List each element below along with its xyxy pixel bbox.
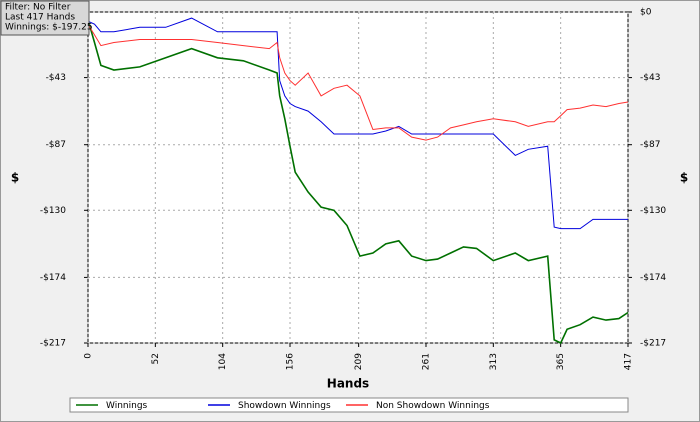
x-tick-label: 417 [624, 353, 634, 370]
legend-label: Winnings [106, 401, 148, 411]
y2-tick-label: -$217 [640, 339, 666, 349]
info-box [0, 0, 90, 36]
info-text: Last 417 Hands [5, 13, 75, 23]
y-axis-title: $ [11, 171, 19, 185]
y-tick-label: -$217 [40, 339, 66, 349]
x-axis-title: Hands [327, 377, 369, 391]
y2-axis-title: $ [680, 171, 688, 185]
series-line [87, 19, 629, 345]
y2-tick-label: $0 [640, 8, 652, 18]
y-tick-label: -$43 [46, 73, 66, 83]
x-tick-label: 313 [489, 353, 499, 370]
x-tick-label: 0 [84, 353, 94, 359]
x-tick-label: 52 [151, 353, 161, 364]
series-line [87, 17, 628, 230]
y-tick-label: -$174 [40, 273, 66, 283]
y2-tick-label: -$130 [640, 206, 666, 216]
info-text: Filter: No Filter [5, 3, 71, 13]
legend-label: Non Showdown Winnings [376, 401, 490, 411]
x-tick-label: 365 [556, 353, 566, 370]
x-tick-label: 261 [421, 353, 431, 370]
y-tick-label: -$130 [40, 206, 66, 216]
x-tick-label: 104 [218, 353, 228, 370]
x-tick-label: 156 [286, 353, 296, 370]
plot-area [87, 11, 629, 344]
y2-tick-label: -$174 [640, 273, 666, 283]
x-tick-label: 209 [354, 353, 364, 370]
y2-tick-label: -$87 [640, 140, 660, 150]
series-line [87, 23, 629, 141]
y-tick-label: -$87 [46, 140, 66, 150]
y2-tick-label: -$43 [640, 73, 660, 83]
info-text: Winnings: $-197.25 [5, 23, 93, 33]
legend-label: Showdown Winnings [238, 401, 331, 411]
